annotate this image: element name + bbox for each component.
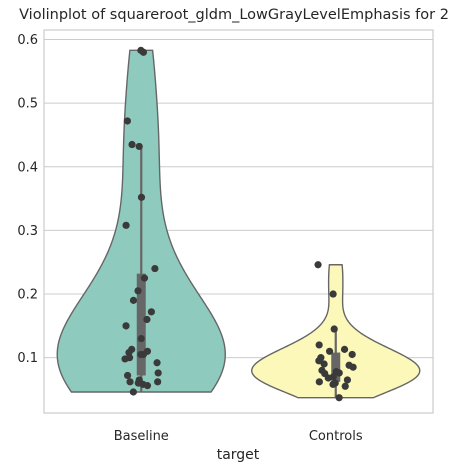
data-point	[315, 378, 323, 386]
iqr-box-controls	[331, 352, 341, 382]
data-point	[324, 374, 332, 382]
data-point	[139, 48, 148, 56]
data-point	[128, 140, 136, 149]
y-tick-label: 0.3	[17, 224, 38, 239]
y-tick-label: 0.1	[17, 351, 38, 366]
data-point	[325, 347, 334, 355]
data-point	[137, 193, 146, 201]
data-point	[335, 369, 343, 377]
x-tick-label: Baseline	[114, 429, 169, 444]
data-point	[126, 378, 134, 386]
data-point	[129, 296, 138, 304]
data-point	[143, 382, 152, 390]
data-point	[330, 325, 338, 333]
chart-title: Violinplot of squareroot_gldm_LowGrayLev…	[19, 7, 449, 23]
violins	[56, 49, 421, 399]
data-point	[134, 287, 142, 295]
data-point	[314, 261, 322, 269]
data-point	[153, 359, 161, 367]
data-point	[137, 334, 145, 343]
x-tick-label: Controls	[309, 429, 363, 444]
y-tick-label: 0.4	[17, 160, 38, 175]
data-point	[335, 394, 343, 402]
data-point	[154, 378, 162, 386]
data-point	[341, 382, 349, 390]
data-point	[129, 388, 137, 396]
data-point	[348, 350, 356, 359]
data-point	[122, 322, 130, 330]
data-point	[329, 380, 337, 388]
y-tick-label: 0.2	[17, 288, 38, 303]
data-point	[147, 308, 155, 316]
data-point	[154, 369, 162, 377]
data-points	[121, 46, 357, 402]
y-tick-labels: 0.1 0.2 0.3 0.4 0.5 0.6	[17, 33, 38, 366]
plot-frame	[43, 29, 434, 414]
data-point	[140, 274, 149, 282]
data-point	[143, 315, 151, 324]
data-point	[123, 117, 132, 125]
data-point	[135, 142, 143, 151]
data-point	[343, 376, 352, 384]
data-point	[340, 345, 349, 353]
data-point	[349, 363, 357, 371]
x-tick-labels: Baseline Controls	[114, 429, 363, 444]
x-axis-label: target	[217, 447, 260, 463]
data-point	[315, 341, 323, 349]
data-point	[320, 360, 328, 368]
data-point	[121, 355, 129, 363]
data-point	[329, 290, 337, 298]
data-point	[151, 264, 159, 273]
data-point	[124, 371, 132, 380]
y-tick-label: 0.5	[17, 97, 38, 112]
data-point	[122, 221, 130, 229]
iqr-box-baseline	[136, 273, 146, 376]
data-point	[315, 357, 323, 365]
y-tick-label: 0.6	[17, 33, 38, 48]
data-point	[137, 350, 145, 359]
